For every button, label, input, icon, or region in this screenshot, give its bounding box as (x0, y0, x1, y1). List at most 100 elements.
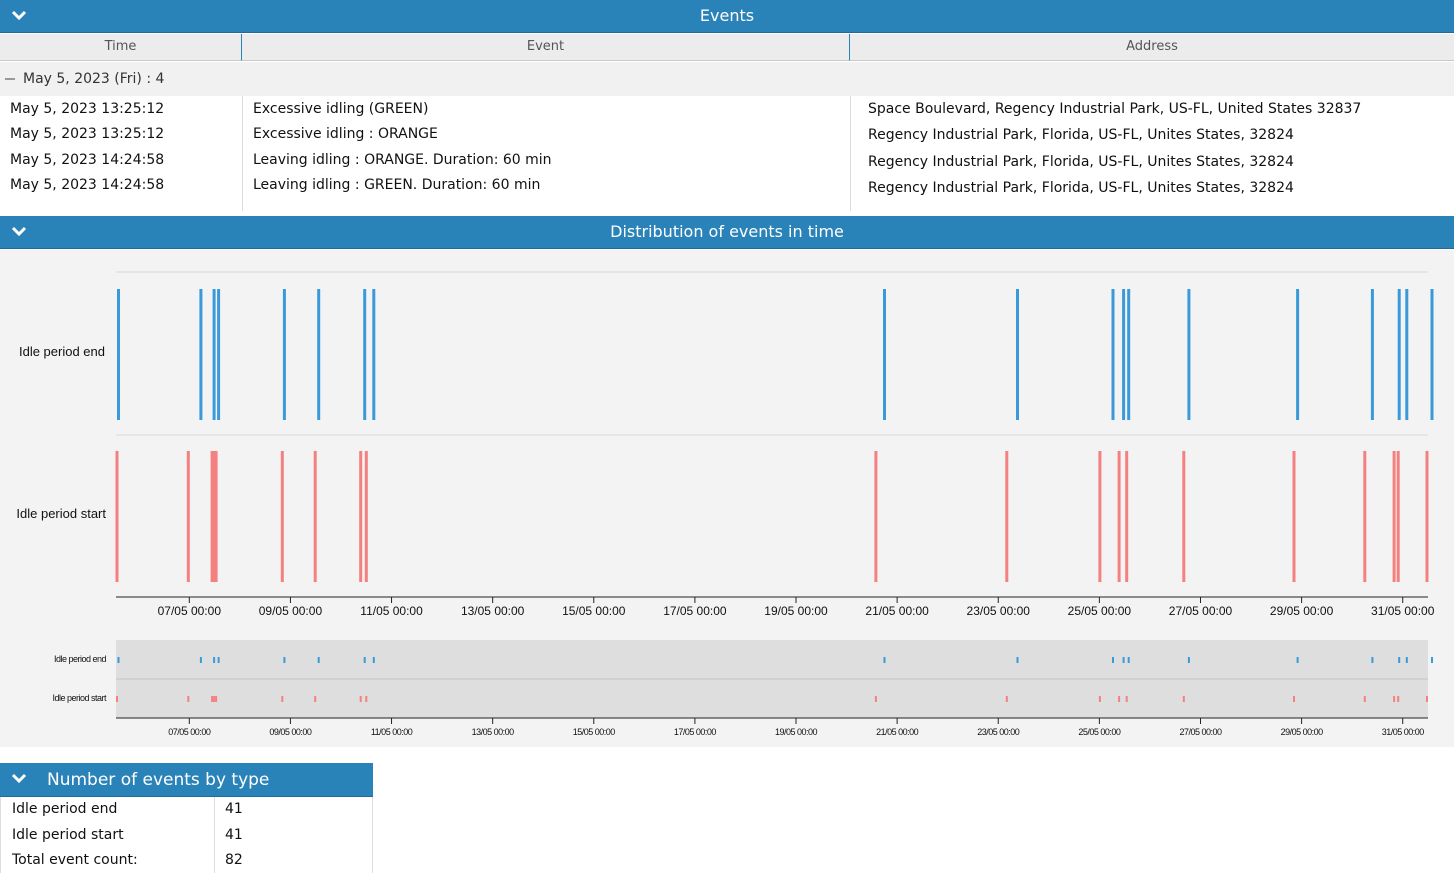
navigator-mark-end (199, 657, 202, 663)
navigator-tick-label: 29/05 00:00 (1281, 727, 1324, 737)
navigator-tick-label: 19/05 00:00 (775, 727, 818, 737)
events-panel-header[interactable]: Events (0, 0, 1454, 33)
event-mark-end[interactable] (1127, 289, 1131, 420)
event-mark-end[interactable] (883, 289, 886, 420)
navigator-mark-start (359, 696, 362, 702)
count-label: Idle period start (12, 827, 124, 843)
navigator-tick-label: 25/05 00:00 (1078, 727, 1121, 737)
cell-address: Regency Industrial Park, Florida, US-FL,… (868, 127, 1294, 143)
event-mark-start[interactable] (364, 451, 368, 582)
navigator-tick-label: 09/05 00:00 (269, 727, 312, 737)
event-mark-start[interactable] (1396, 451, 1400, 582)
event-mark-start[interactable] (1363, 451, 1367, 582)
event-mark-end[interactable] (117, 289, 120, 420)
x-tick-label: 29/05 00:00 (1270, 604, 1334, 618)
event-mark-start[interactable] (1125, 451, 1129, 582)
chevron-down-icon[interactable] (10, 769, 28, 787)
event-mark-end[interactable] (1122, 289, 1126, 420)
column-header-address[interactable]: Address (850, 34, 1454, 61)
cell-time: May 5, 2023 14:24:58 (10, 152, 165, 168)
event-mark-end[interactable] (1405, 289, 1409, 420)
event-mark-end[interactable] (217, 289, 221, 420)
event-mark-end[interactable] (282, 289, 286, 420)
navigator-mark-start (314, 696, 317, 702)
event-mark-end[interactable] (1187, 289, 1191, 420)
navigator-mark-start (1397, 696, 1400, 702)
distribution-panel-header[interactable]: Distribution of events in time (0, 216, 1454, 249)
navigator-mark-end (1122, 657, 1125, 663)
event-mark-end[interactable] (212, 289, 216, 420)
navigator-mark-start (211, 696, 214, 702)
event-mark-start[interactable] (313, 451, 317, 582)
event-mark-start[interactable] (210, 451, 214, 582)
count-panel-title: Number of events by type (47, 770, 270, 790)
navigator-tick-label: 11/05 00:00 (371, 727, 413, 737)
group-label: May 5, 2023 (Fri) : 4 (23, 71, 165, 87)
event-mark-start[interactable] (359, 451, 363, 582)
event-mark-end[interactable] (1370, 289, 1374, 420)
event-mark-start[interactable] (212, 451, 216, 582)
event-mark-end[interactable] (1397, 289, 1401, 420)
navigator-tick-label: 17/05 00:00 (674, 727, 717, 737)
event-mark-end[interactable] (1016, 289, 1019, 420)
event-distribution-chart[interactable]: Idle period end Idle period start Idle p… (0, 250, 1454, 747)
row-label-start: Idle period start (16, 506, 106, 521)
event-mark-start[interactable] (1425, 451, 1429, 582)
count-panel-header[interactable]: Number of events by type (0, 763, 373, 797)
event-mark-start[interactable] (186, 451, 190, 582)
event-mark-start[interactable] (1182, 451, 1186, 582)
event-mark-start[interactable] (874, 451, 878, 582)
navigator-tick-label: 23/05 00:00 (977, 727, 1020, 737)
chevron-down-icon[interactable] (10, 222, 28, 240)
navigator-mark-end (883, 657, 886, 663)
x-tick-label: 19/05 00:00 (764, 604, 828, 618)
x-tick-label: 23/05 00:00 (967, 604, 1031, 618)
navigator-mark-end (1405, 657, 1408, 663)
navigator-mark-end (1016, 657, 1019, 663)
event-mark-start[interactable] (1098, 451, 1102, 582)
event-mark-start[interactable] (214, 451, 218, 582)
cell-time: May 5, 2023 13:25:12 (10, 126, 165, 142)
event-mark-end[interactable] (199, 289, 203, 420)
chevron-down-icon[interactable] (10, 6, 28, 24)
navigator-mark-start (116, 696, 118, 702)
x-tick-label: 09/05 00:00 (259, 604, 323, 618)
event-mark-end[interactable] (1111, 289, 1115, 420)
navigator-label-end: Idle period end (54, 654, 107, 664)
cell-address: Space Boulevard, Regency Industrial Park… (868, 101, 1362, 117)
navigator-mark-end (213, 657, 216, 663)
navigator-mark-start (1125, 696, 1128, 702)
chart-svg[interactable]: Idle period end Idle period start Idle p… (0, 250, 1454, 747)
cell-time: May 5, 2023 14:24:58 (10, 177, 165, 193)
event-mark-start[interactable] (1392, 451, 1396, 582)
row-label-end: Idle period end (19, 344, 105, 359)
event-mark-start[interactable] (1292, 451, 1296, 582)
navigator-tick-label: 13/05 00:00 (472, 727, 515, 737)
navigator-mark-end (317, 657, 320, 663)
event-mark-end[interactable] (317, 289, 321, 420)
navigator-mark-start (1393, 696, 1396, 702)
event-mark-end[interactable] (1296, 289, 1300, 420)
collapse-icon[interactable] (5, 78, 15, 80)
navigator-mark-end (217, 657, 220, 663)
event-mark-start[interactable] (115, 451, 119, 582)
event-mark-end[interactable] (1430, 289, 1434, 420)
navigator-mark-end (363, 657, 366, 663)
navigator-mark-end (1371, 657, 1374, 663)
event-mark-start[interactable] (280, 451, 284, 582)
event-mark-end[interactable] (363, 289, 367, 420)
column-divider (850, 96, 851, 211)
group-row[interactable]: May 5, 2023 (Fri) : 4 (0, 62, 1454, 96)
navigator-mark-end (1187, 657, 1190, 663)
event-mark-start[interactable] (1005, 451, 1009, 582)
column-header-event[interactable]: Event (242, 34, 850, 61)
cell-address: Regency Industrial Park, Florida, US-FL,… (868, 180, 1294, 196)
column-header-time[interactable]: Time (0, 34, 242, 61)
count-value: 41 (225, 801, 243, 817)
event-mark-end[interactable] (372, 289, 376, 420)
navigator-tick-label: 07/05 00:00 (168, 727, 211, 737)
navigator-mark-end (1296, 657, 1299, 663)
x-tick-label: 07/05 00:00 (158, 604, 222, 618)
event-mark-start[interactable] (1117, 451, 1121, 582)
x-tick-label: 15/05 00:00 (562, 604, 626, 618)
